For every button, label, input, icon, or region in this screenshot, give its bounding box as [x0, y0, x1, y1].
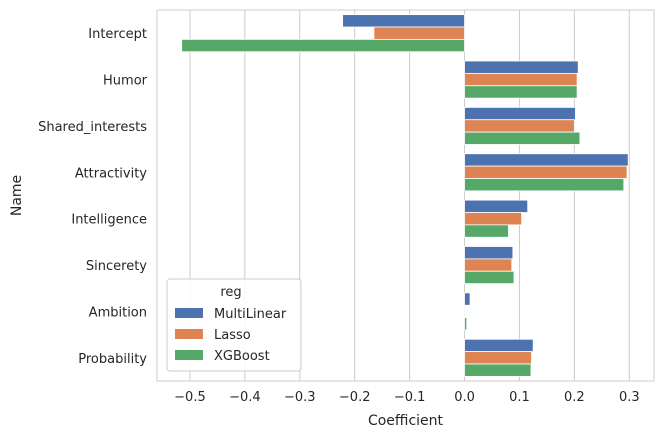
bar-lasso — [464, 304, 466, 319]
bar-multilinear — [464, 246, 514, 260]
legend-swatch — [175, 350, 203, 360]
y-tick-label: Ambition — [89, 305, 147, 320]
x-tick-labels: −0.5 −0.4 −0.3 −0.2 −0.1 0.0 0.1 0.2 0.3 — [174, 390, 639, 405]
bar-multilinear — [464, 60, 579, 74]
bar-multilinear — [342, 14, 465, 28]
y-tick-label: Humor — [103, 74, 148, 89]
legend-label: Lasso — [214, 328, 251, 343]
legend-title: reg — [220, 285, 241, 300]
bar-multilinear — [464, 199, 529, 213]
x-axis-label: Coefficient — [368, 413, 444, 429]
bar-xgboost — [464, 131, 581, 145]
plot-frame — [156, 9, 655, 382]
bar-lasso — [464, 72, 578, 87]
y-tick-label: Intelligence — [71, 213, 147, 228]
legend: reg MultiLinear Lasso XGBoost — [166, 278, 302, 372]
x-tick-label: −0.3 — [284, 390, 316, 405]
bar-xgboost — [464, 317, 468, 331]
bar-xgboost — [464, 363, 532, 377]
legend-label: MultiLinear — [214, 307, 287, 322]
y-axis-label: Name — [9, 175, 25, 216]
legend-swatch — [175, 329, 203, 339]
bar-multilinear — [464, 338, 534, 353]
y-tick-label: Intercept — [88, 27, 147, 42]
x-tick-label: −0.1 — [394, 390, 426, 405]
bar-lasso — [373, 26, 465, 40]
bar-lasso — [464, 212, 523, 226]
x-tick-label: −0.4 — [229, 390, 261, 405]
x-tick-label: 0.1 — [509, 390, 530, 405]
x-tick-label: 0.0 — [454, 390, 475, 405]
bar-multilinear — [464, 153, 629, 167]
x-tick-label: −0.2 — [339, 390, 371, 405]
y-tick-label: Shared_interests — [38, 120, 147, 135]
bar-lasso — [464, 119, 575, 133]
legend-box — [166, 278, 302, 372]
bar-lasso — [464, 165, 628, 179]
bar-xgboost — [464, 85, 578, 99]
legend-swatch — [175, 308, 203, 318]
bar-xgboost — [464, 270, 515, 285]
bar-multilinear — [464, 106, 576, 121]
y-tick-labels: Intercept Humor Shared_interests Attractivi… — [38, 27, 148, 367]
legend-label: XGBoost — [214, 349, 270, 364]
bar-lasso — [464, 258, 513, 272]
bar-xgboost — [464, 178, 625, 192]
legend-items: MultiLinear Lasso XGBoost — [175, 307, 287, 364]
bars — [181, 14, 629, 377]
y-tick-label: Probability — [78, 352, 147, 367]
bar-xgboost — [464, 224, 509, 238]
bar-multilinear — [464, 292, 471, 306]
bar-lasso — [464, 351, 532, 365]
x-tick-label: 0.2 — [564, 390, 585, 405]
x-tick-label: 0.3 — [619, 390, 640, 405]
y-tick-label: Attractivity — [75, 166, 147, 181]
x-tick-label: −0.5 — [174, 390, 206, 405]
y-tick-label: Sincerety — [86, 259, 147, 274]
bar-xgboost — [181, 38, 465, 53]
